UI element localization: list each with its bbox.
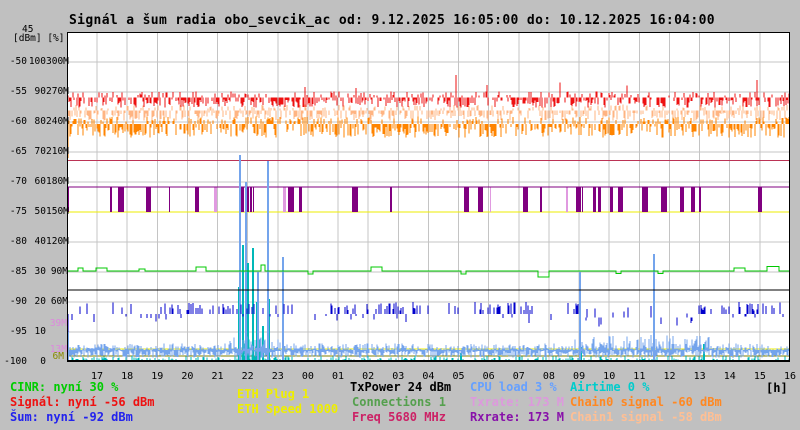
legend-cpu-load: CPU load 3 % — [470, 380, 557, 394]
legend-cinr: CINR: nyní 30 % — [10, 380, 119, 394]
hour-tick-label: 16 — [783, 371, 796, 382]
hour-tick-label: 08 — [542, 371, 555, 382]
percent-tick-label: 0 — [40, 356, 46, 367]
percent-tick-label: 60 — [34, 176, 46, 187]
mbps-tick-label: 180M — [46, 176, 69, 187]
y-axis-row: -75 50 150M — [0, 206, 69, 217]
y-axis-row: -90 20 60M — [0, 296, 68, 307]
mbps-tick-label: 300M — [46, 56, 69, 67]
legend-freq: Freq 5680 MHz — [352, 410, 446, 424]
y-axis-row: -60 80 240M — [0, 116, 69, 127]
mbps-tick-label: 150M — [46, 206, 69, 217]
hour-tick-label: 05 — [452, 371, 465, 382]
legend-eth-plug: ETH Plug 1 — [237, 387, 310, 401]
mbps-tick-label: 90M — [50, 266, 68, 277]
hour-tick-label: 00 — [301, 371, 314, 382]
hour-tick-label: 03 — [392, 371, 405, 382]
legend-eth-speed: ETH Speed 1000 — [237, 402, 339, 416]
y-axis-row: -80 40 120M — [0, 236, 69, 247]
legend-hour-unit: [h] — [766, 381, 788, 395]
dbm-tick-label: -60 — [9, 116, 27, 127]
percent-tick-label: 10 — [34, 326, 46, 337]
hour-tick-label: 15 — [753, 371, 766, 382]
y-axis-row: -70 60 180M — [0, 176, 69, 187]
chart-canvas — [67, 32, 790, 362]
y-axis-row: -95 10 — [0, 326, 68, 337]
axis-unit-header: [dBm] [%] — [13, 33, 65, 44]
mbps-tick-label: 60M — [50, 296, 68, 307]
percent-tick-label: 70 — [34, 146, 46, 157]
hour-tick-label: 01 — [332, 371, 345, 382]
mbps-tick-label: 210M — [46, 146, 69, 157]
hour-tick-label: 21 — [211, 371, 224, 382]
axis-top-note: 45 — [22, 24, 34, 35]
hour-tick-label: 18 — [121, 371, 134, 382]
mbps-tick-label: 120M — [46, 236, 69, 247]
legend-txpower: TxPower 24 dBm — [350, 380, 452, 394]
hour-tick-label: 02 — [362, 371, 375, 382]
percent-tick-label: 50 — [34, 206, 46, 217]
dbm-tick-label: -90 — [9, 296, 27, 307]
dbm-tick-label: -70 — [9, 176, 27, 187]
hour-tick-label: 10 — [603, 371, 616, 382]
percent-tick-label: 40 — [34, 236, 46, 247]
legend-noise: Šum: nyní -92 dBm — [10, 410, 133, 424]
mbps-tick-label: 240M — [46, 116, 69, 127]
y-axis-row: -50 100 300M — [0, 56, 69, 67]
mbps-tick-label: 270M — [46, 86, 69, 97]
hour-tick-label: 06 — [482, 371, 495, 382]
legend-rxrate: Rxrate: 173 M — [470, 410, 564, 424]
mbps-marker-label: 6M — [52, 351, 64, 362]
dbm-tick-label: -100 — [4, 356, 27, 367]
percent-tick-label: 20 — [34, 296, 46, 307]
legend-airtime: Airtime 0 % — [570, 380, 650, 394]
hour-tick-label: 17 — [90, 371, 104, 382]
hour-tick-label: 14 — [723, 371, 736, 382]
hour-tick-label: 13 — [693, 371, 706, 382]
hour-tick-label: 23 — [271, 371, 284, 382]
legend-signal: Signál: nyní -56 dBm — [10, 395, 155, 409]
dbm-tick-label: -80 — [9, 236, 27, 247]
hour-tick-label: 07 — [512, 371, 525, 382]
dbm-tick-label: -50 — [9, 56, 27, 67]
dbm-tick-label: -95 — [9, 326, 27, 337]
percent-tick-label: 100 — [28, 56, 46, 67]
hour-tick-label: 12 — [663, 371, 676, 382]
graph-title: Signál a šum radia obo_sevcik_ac od: 9.1… — [69, 13, 715, 28]
hour-tick-label: 20 — [181, 371, 194, 382]
legend-chain1: Chain1 signal -58 dBm — [570, 410, 722, 424]
legend-connections: Connections 1 — [352, 395, 446, 409]
y-axis-row: -55 90 270M — [0, 86, 69, 97]
hour-tick-label: 19 — [151, 371, 164, 382]
hour-tick-label: 04 — [422, 371, 435, 382]
dbm-tick-label: -85 — [9, 266, 27, 277]
percent-tick-label: 90 — [34, 86, 46, 97]
y-axis-row: -65 70 210M — [0, 146, 69, 157]
hour-tick-label: 09 — [573, 371, 586, 382]
hour-tick-label: 22 — [241, 371, 254, 382]
plot-area — [67, 32, 790, 362]
hour-tick-label: 11 — [633, 371, 646, 382]
dbm-tick-label: -75 — [9, 206, 27, 217]
y-axis-row: -100 0 — [0, 356, 68, 367]
percent-tick-label: 30 — [34, 266, 46, 277]
percent-tick-label: 80 — [34, 116, 46, 127]
y-axis-row: -85 30 90M — [0, 266, 68, 277]
mbps-marker-label: 13M — [49, 344, 67, 355]
mbps-marker-label: 39M — [49, 318, 67, 329]
legend-txrate: Txrate: 173 M — [470, 395, 564, 409]
dbm-tick-label: -55 — [9, 86, 27, 97]
legend-chain0: Chain0 signal -60 dBm — [570, 395, 722, 409]
dbm-tick-label: -65 — [9, 146, 27, 157]
